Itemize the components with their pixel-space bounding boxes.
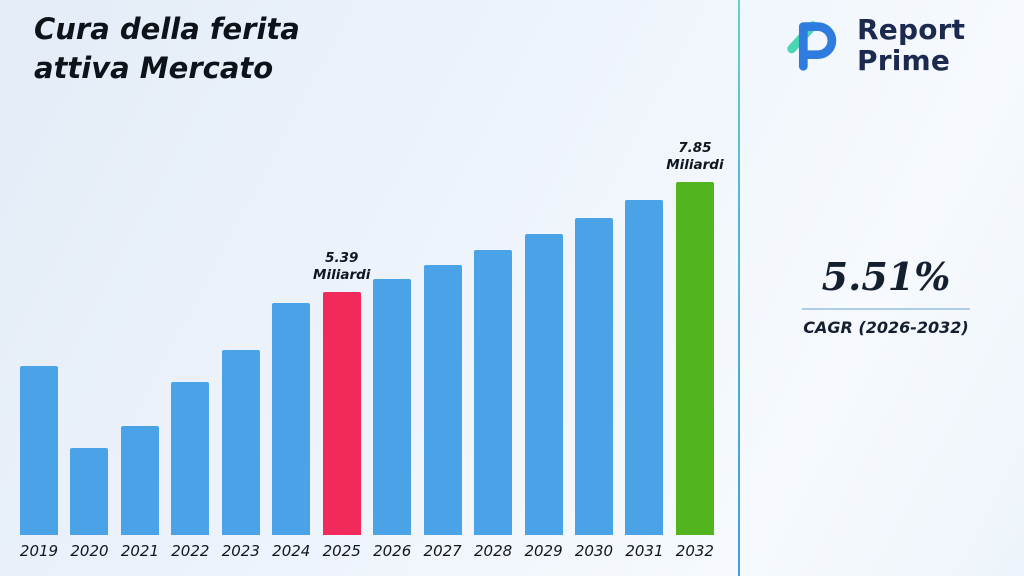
cagr-label: CAGR (2026-2032) [803,318,969,337]
cagr-underline [802,308,970,310]
bar-2028 [474,250,513,535]
chart-column-2024: 2024 [268,131,314,563]
x-tick-2031: 2031 [625,542,664,560]
bar-2029 [524,234,563,535]
x-tick-2022: 2022 [171,542,210,560]
x-tick-2019: 2019 [19,542,59,560]
chart-column-2019: 2019 [16,131,62,563]
bar-2021 [120,426,159,535]
bar-2019 [20,366,58,535]
vertical-divider [738,0,740,576]
chart-title-line1: Cura della ferita [34,12,300,46]
chart-title: Cura della ferita attiva Mercato [34,10,300,88]
chart-column-2020: 2020 [66,131,112,563]
cagr-panel: 5.51% CAGR (2026-2032) [800,254,972,337]
chart-column-2032: 7.85 Miliardi 2032 [666,131,723,563]
bar-2020 [70,448,109,535]
bar-2023 [221,350,260,535]
x-tick-2029: 2029 [524,542,563,560]
report-prime-logo: Report Prime [782,14,965,77]
x-tick-2032: 2032 [675,542,714,560]
chart-column-2028: 2028 [470,131,516,563]
chart-column-2026: 2026 [369,131,415,563]
x-tick-2026: 2026 [373,542,412,560]
bar-2030 [574,218,613,535]
x-tick-2020: 2020 [70,542,109,560]
bar-2032 [675,182,714,535]
x-tick-2030: 2030 [574,542,614,560]
chart-title-line2: attiva Mercato [34,51,274,86]
x-tick-2028: 2028 [473,542,513,560]
report-prime-logo-text: Report Prime [857,14,965,77]
bar-value-label-2032: 7.85 Miliardi [666,139,724,174]
x-tick-2023: 2023 [221,542,260,560]
chart-column-2025: 5.39 Miliardi 2025 [313,131,370,563]
bar-value-label-2025: 5.39 Miliardi [313,249,371,284]
bar-chart: 2019 2020 2021 2022 2023 2024 5.39 Miliardi 2025… [16,131,724,563]
chart-column-2022: 2022 [167,131,213,563]
bar-2027 [423,265,462,535]
bar-2026 [373,279,412,535]
x-tick-2025: 2025 [322,542,361,560]
logo-text-line2: Prime [857,44,951,78]
cagr-value: 5.51% [821,254,951,299]
chart-column-2027: 2027 [420,131,466,563]
bar-2025 [322,292,361,535]
report-prime-logo-icon [782,14,844,76]
logo-text-line1: Report [857,13,966,46]
chart-column-2031: 2031 [621,131,667,563]
x-tick-2027: 2027 [423,542,462,560]
bar-2031 [625,200,664,535]
bar-2022 [171,382,210,535]
x-tick-2021: 2021 [120,542,159,560]
x-tick-2024: 2024 [272,542,311,560]
chart-column-2029: 2029 [521,131,567,563]
bar-2024 [272,303,311,535]
chart-column-2030: 2030 [571,131,617,563]
chart-column-2023: 2023 [218,131,264,563]
chart-column-2021: 2021 [117,131,163,563]
